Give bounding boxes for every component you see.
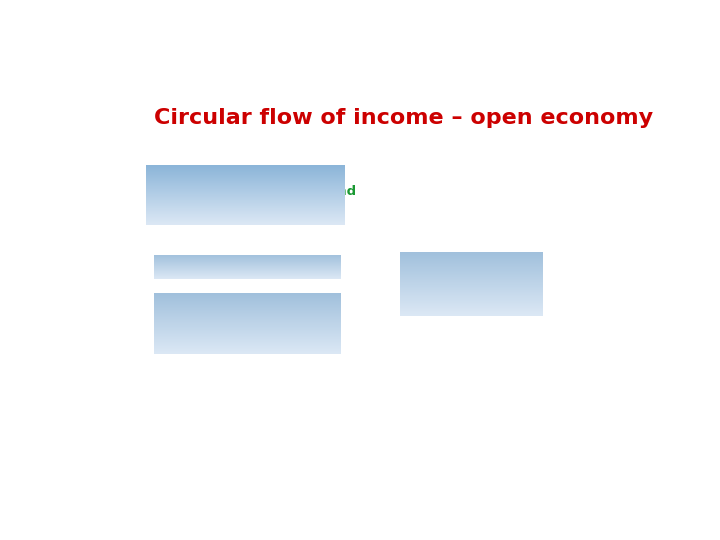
Text: Domestic
producers/suppliers of
goods and services: Domestic producers/suppliers of goods an… (161, 299, 330, 341)
Text: Domestic
households/consumers and
suppliers of resources: Domestic households/consumers and suppli… (153, 170, 356, 213)
Text: Circular flow of income – open economy: Circular flow of income – open economy (154, 109, 653, 129)
Text: Abroad/Foreign
sector
Exports & Imports: Abroad/Foreign sector Exports & Imports (406, 257, 542, 300)
Text: Government: Government (161, 260, 253, 273)
